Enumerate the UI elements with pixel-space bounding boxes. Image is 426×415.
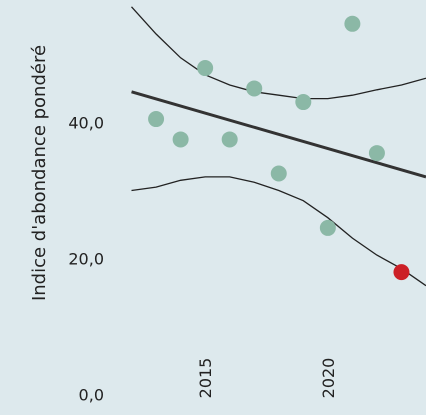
data-point [319,219,336,236]
y-tick-label: 40,0 [68,113,104,132]
y-axis-title-group: Indice d'abondance pondéré [29,45,50,301]
confidence-interval [131,6,426,287]
x-tick-label: 2015 [196,358,215,399]
x-tick-label: 2020 [319,358,338,399]
data-point [368,145,385,162]
data-point [148,111,165,128]
highlighted-data-point [393,264,410,281]
data-point [246,80,263,97]
y-axis-ticks: 0,0 20,0 40,0 [68,113,104,404]
data-point [295,94,312,111]
x-axis-ticks: 2015 2020 [196,358,338,399]
trend-line-group [131,90,426,179]
data-points [148,15,410,281]
data-point [221,131,238,148]
data-point [344,15,361,32]
y-tick-label: 0,0 [79,386,104,405]
data-point [197,60,214,77]
data-point [172,131,189,148]
y-axis-title: Indice d'abondance pondéré [29,45,50,301]
data-point [270,165,287,182]
ci-upper-line [131,6,426,100]
y-tick-label: 20,0 [68,250,104,269]
trend-line [131,90,426,179]
ci-lower-line [131,176,426,287]
